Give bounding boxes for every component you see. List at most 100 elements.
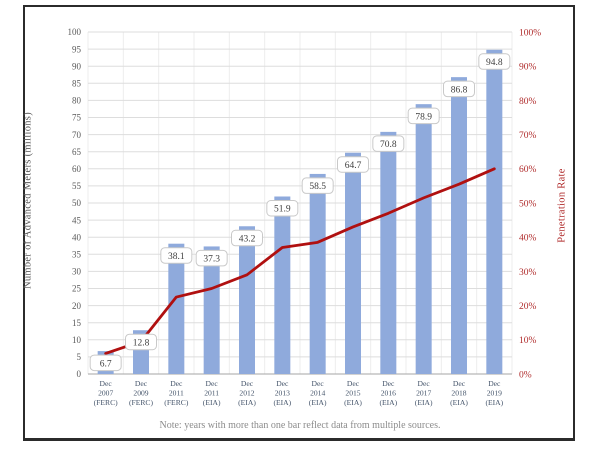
bar-value-label: 64.7	[345, 161, 362, 171]
right-tick-label: 100%	[519, 28, 541, 38]
left-tick-label: 65	[72, 147, 82, 157]
right-tick-label: 60%	[519, 165, 537, 175]
x-category-label: 2011	[204, 389, 219, 398]
left-tick-label: 95	[72, 44, 82, 54]
left-axis-title: Number of Advanced Meters (millions)	[22, 112, 34, 290]
chart-note: Note: years with more than one bar refle…	[159, 420, 441, 431]
bar-value-label-box	[337, 156, 369, 173]
left-tick-label: 55	[72, 181, 82, 191]
left-tick-label: 50	[72, 198, 82, 208]
bar	[415, 104, 432, 375]
bar	[345, 152, 361, 374]
x-category-label: Dec	[312, 379, 325, 388]
bar-value-label: 38.1	[168, 252, 185, 262]
left-tick-label: 45	[72, 215, 82, 225]
x-category-label: 2015	[345, 389, 360, 398]
x-category-label: (EIA)	[273, 398, 291, 407]
bar-value-label: 37.3	[203, 255, 220, 265]
x-category-label: (FERC)	[129, 398, 154, 407]
left-tick-label: 35	[72, 250, 82, 260]
x-category-label: Dec	[347, 379, 360, 388]
left-tick-label: 0	[77, 369, 82, 379]
right-tick-label: 10%	[519, 336, 537, 346]
x-category-label: 2011	[169, 389, 184, 398]
x-category-label: 2012	[239, 389, 254, 398]
x-category-label: Dec	[135, 379, 148, 388]
left-tick-label: 100	[68, 27, 82, 37]
bar-value-label: 78.9	[415, 112, 432, 122]
left-tick-label: 40	[72, 232, 82, 242]
bar	[380, 131, 397, 374]
x-category-label: Dec	[276, 379, 289, 388]
right-tick-label: 40%	[519, 234, 537, 244]
bar-value-label-box	[160, 247, 193, 264]
left-tick-label: 85	[72, 79, 82, 89]
penetration-line	[104, 167, 496, 355]
x-category-label: (EIA)	[238, 398, 256, 407]
x-category-label: 2014	[310, 389, 325, 398]
x-category-label: Dec	[100, 379, 113, 388]
x-category-label: 2018	[451, 389, 466, 398]
bar-value-label-box	[266, 200, 299, 217]
x-category-label: Dec	[206, 379, 219, 388]
right-tick-label: 80%	[519, 97, 537, 107]
right-tick-label: 70%	[519, 131, 537, 141]
bar-value-label-box	[231, 229, 263, 247]
bar-value-label-box	[195, 249, 228, 267]
left-tick-label: 5	[77, 352, 82, 362]
left-tick-label: 60	[72, 164, 82, 174]
right-tick-label: 30%	[519, 268, 537, 278]
left-tick-label: 90	[72, 61, 82, 71]
bar-value-label-box	[478, 53, 511, 70]
x-category-label: (EIA)	[379, 398, 397, 407]
bar-value-label: 43.2	[239, 234, 256, 244]
x-category-label: (EIA)	[485, 398, 503, 407]
x-category-label: (FERC)	[164, 398, 189, 407]
x-category-label: Dec	[488, 379, 501, 388]
bar-value-label: 51.9	[274, 205, 291, 215]
x-category-label: (EIA)	[450, 398, 468, 407]
x-category-label: 2016	[381, 389, 396, 398]
right-tick-label: 20%	[519, 302, 537, 312]
left-tick-label: 30	[72, 267, 82, 277]
left-tick-label: 25	[72, 284, 82, 294]
x-category-label: (EIA)	[415, 398, 433, 407]
x-category-label: Dec	[382, 379, 395, 388]
bar-value-label: 86.8	[451, 85, 468, 95]
bar-value-label: 6.7	[100, 359, 112, 369]
x-category-label: (EIA)	[309, 398, 327, 407]
bar	[168, 243, 185, 374]
x-category-label: 2017	[416, 389, 431, 398]
right-tick-label: 50%	[519, 199, 537, 209]
x-category-label: (FERC)	[94, 398, 119, 407]
x-category-label: 2019	[487, 389, 502, 398]
bar-value-label-box	[301, 177, 334, 194]
bar-value-label: 70.8	[380, 140, 397, 150]
left-tick-label: 70	[72, 130, 82, 140]
bar	[451, 77, 467, 375]
bar	[239, 226, 255, 374]
bar-value-label-box	[125, 333, 157, 351]
left-tick-label: 20	[72, 301, 82, 311]
x-category-label: (EIA)	[203, 398, 221, 407]
right-axis-title: Penetration Rate	[556, 168, 568, 243]
bar-value-label-box	[89, 354, 122, 372]
x-category-label: 2007	[98, 389, 113, 398]
left-tick-label: 75	[72, 113, 82, 123]
bar-value-label-box	[443, 80, 475, 98]
x-category-label: Dec	[453, 379, 466, 388]
x-category-label: Dec	[418, 379, 431, 388]
x-category-label: 2013	[275, 389, 290, 398]
bar	[309, 173, 326, 374]
right-tick-label: 90%	[519, 63, 537, 73]
x-category-label: (EIA)	[344, 398, 362, 407]
left-tick-label: 10	[72, 335, 82, 345]
bar-value-label: 94.8	[486, 58, 503, 68]
bar-value-label-box	[407, 107, 440, 125]
left-tick-label: 15	[72, 318, 82, 328]
left-tick-label: 80	[72, 96, 82, 106]
x-category-label: 2009	[133, 389, 148, 398]
x-category-label: Dec	[170, 379, 183, 388]
bar-value-label: 12.8	[133, 338, 150, 348]
